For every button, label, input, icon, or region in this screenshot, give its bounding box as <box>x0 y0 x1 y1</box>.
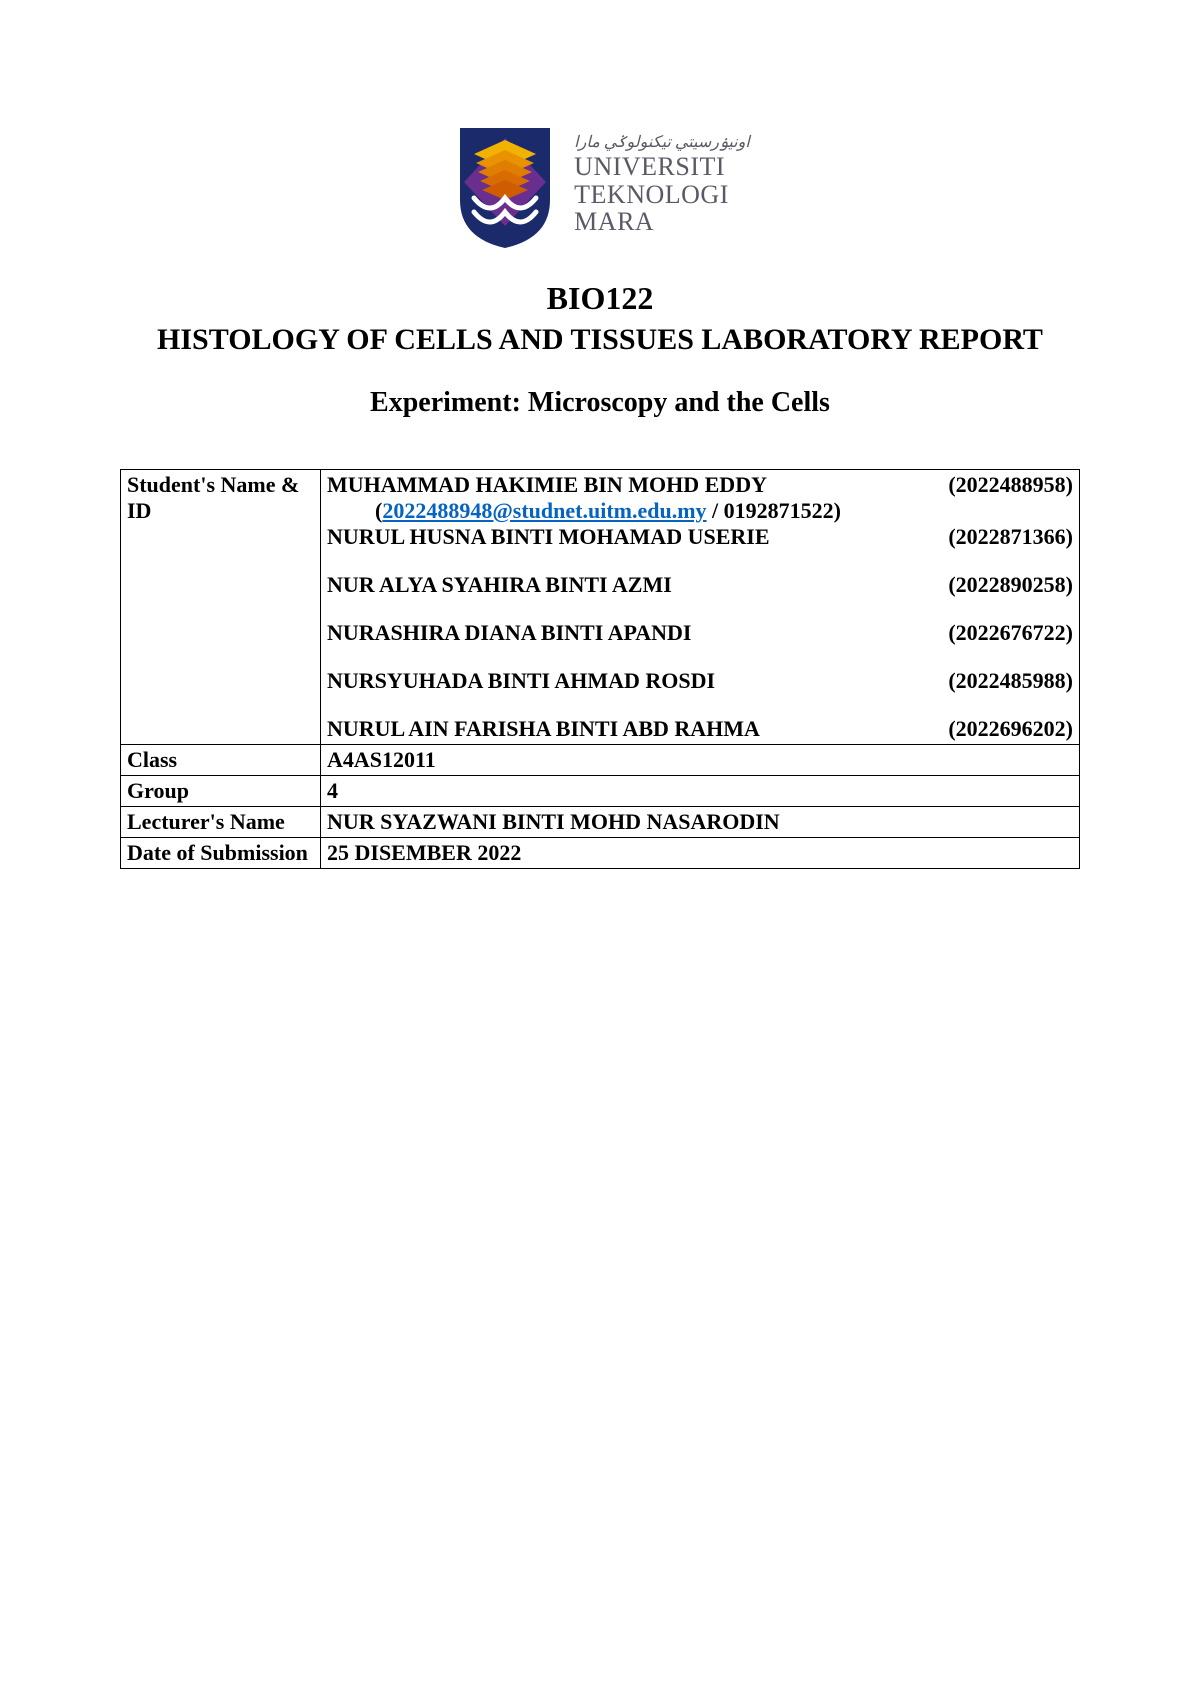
label-student: Student's Name & ID <box>121 469 321 744</box>
logo-line-1: UNIVERSITI <box>574 153 750 180</box>
label-date: Date of Submission <box>121 837 321 868</box>
label-lecturer: Lecturer's Name <box>121 806 321 837</box>
logo-text: اونيۏرسيتي تيكنولوݢي مارا UNIVERSITI TEK… <box>574 135 750 236</box>
student-entry: NURASHIRA DIANA BINTI APANDI (2022676722… <box>327 620 1073 646</box>
row-students: Student's Name & ID MUHAMMAD HAKIMIE BIN… <box>121 469 1080 744</box>
student-name: NUR ALYA SYAHIRA BINTI AZMI <box>327 572 672 598</box>
student-id: (2022488958) <box>936 472 1073 498</box>
document-page: اونيۏرسيتي تيكنولوݢي مارا UNIVERSITI TEK… <box>0 0 1200 1695</box>
value-date: 25 DISEMBER 2022 <box>321 837 1080 868</box>
logo-shield-icon <box>450 120 560 250</box>
spacer <box>327 646 1073 668</box>
student-entry: NURUL HUSNA BINTI MOHAMAD USERIE (202287… <box>327 524 1073 550</box>
student-name: NURUL HUSNA BINTI MOHAMAD USERIE <box>327 524 770 550</box>
student-entry: NURSYUHADA BINTI AHMAD ROSDI (2022485988… <box>327 668 1073 694</box>
spacer <box>327 550 1073 572</box>
logo-line-2: TEKNOLOGI <box>574 181 750 208</box>
spacer <box>327 598 1073 620</box>
student-id: (2022676722) <box>936 620 1073 646</box>
student-contact: (2022488948@studnet.uitm.edu.my / 019287… <box>327 498 1073 524</box>
experiment-title: Experiment: Microscopy and the Cells <box>120 387 1080 419</box>
spacer <box>327 694 1073 716</box>
logo-line-3: MARA <box>574 208 750 235</box>
value-group: 4 <box>321 775 1080 806</box>
logo-container: اونيۏرسيتي تيكنولوݢي مارا UNIVERSITI TEK… <box>120 120 1080 250</box>
heading-block: BIO122 HISTOLOGY OF CELLS AND TISSUES LA… <box>120 280 1080 419</box>
label-group: Group <box>121 775 321 806</box>
report-title: HISTOLOGY OF CELLS AND TISSUES LABORATOR… <box>120 321 1080 359</box>
student-email-link[interactable]: 2022488948@studnet.uitm.edu.my <box>382 498 706 523</box>
student-id: (2022871366) <box>936 524 1073 550</box>
contact-sep: / <box>707 498 724 523</box>
student-name: MUHAMMAD HAKIMIE BIN MOHD EDDY <box>327 472 767 498</box>
contact-close: ) <box>834 498 841 523</box>
course-code: BIO122 <box>120 280 1080 317</box>
value-lecturer: NUR SYAZWANI BINTI MOHD NASARODIN <box>321 806 1080 837</box>
row-lecturer: Lecturer's Name NUR SYAZWANI BINTI MOHD … <box>121 806 1080 837</box>
row-date: Date of Submission 25 DISEMBER 2022 <box>121 837 1080 868</box>
student-id: (2022890258) <box>936 572 1073 598</box>
student-name: NURSYUHADA BINTI AHMAD ROSDI <box>327 668 715 694</box>
info-table: Student's Name & ID MUHAMMAD HAKIMIE BIN… <box>120 469 1080 869</box>
student-id: (2022696202) <box>936 716 1073 742</box>
cell-students: MUHAMMAD HAKIMIE BIN MOHD EDDY (20224889… <box>321 469 1080 744</box>
row-class: Class A4AS12011 <box>121 744 1080 775</box>
university-logo: اونيۏرسيتي تيكنولوݢي مارا UNIVERSITI TEK… <box>450 120 750 250</box>
logo-jawi-text: اونيۏرسيتي تيكنولوݢي مارا <box>574 135 750 152</box>
label-class: Class <box>121 744 321 775</box>
row-group: Group 4 <box>121 775 1080 806</box>
student-entry: NUR ALYA SYAHIRA BINTI AZMI (2022890258) <box>327 572 1073 598</box>
value-class: A4AS12011 <box>321 744 1080 775</box>
student-name: NURASHIRA DIANA BINTI APANDI <box>327 620 691 646</box>
student-id: (2022485988) <box>936 668 1073 694</box>
student-entry: NURUL AIN FARISHA BINTI ABD RAHMA (20226… <box>327 716 1073 742</box>
student-entry: MUHAMMAD HAKIMIE BIN MOHD EDDY (20224889… <box>327 472 1073 498</box>
student-name: NURUL AIN FARISHA BINTI ABD RAHMA <box>327 716 760 742</box>
student-phone: 0192871522 <box>724 498 834 523</box>
